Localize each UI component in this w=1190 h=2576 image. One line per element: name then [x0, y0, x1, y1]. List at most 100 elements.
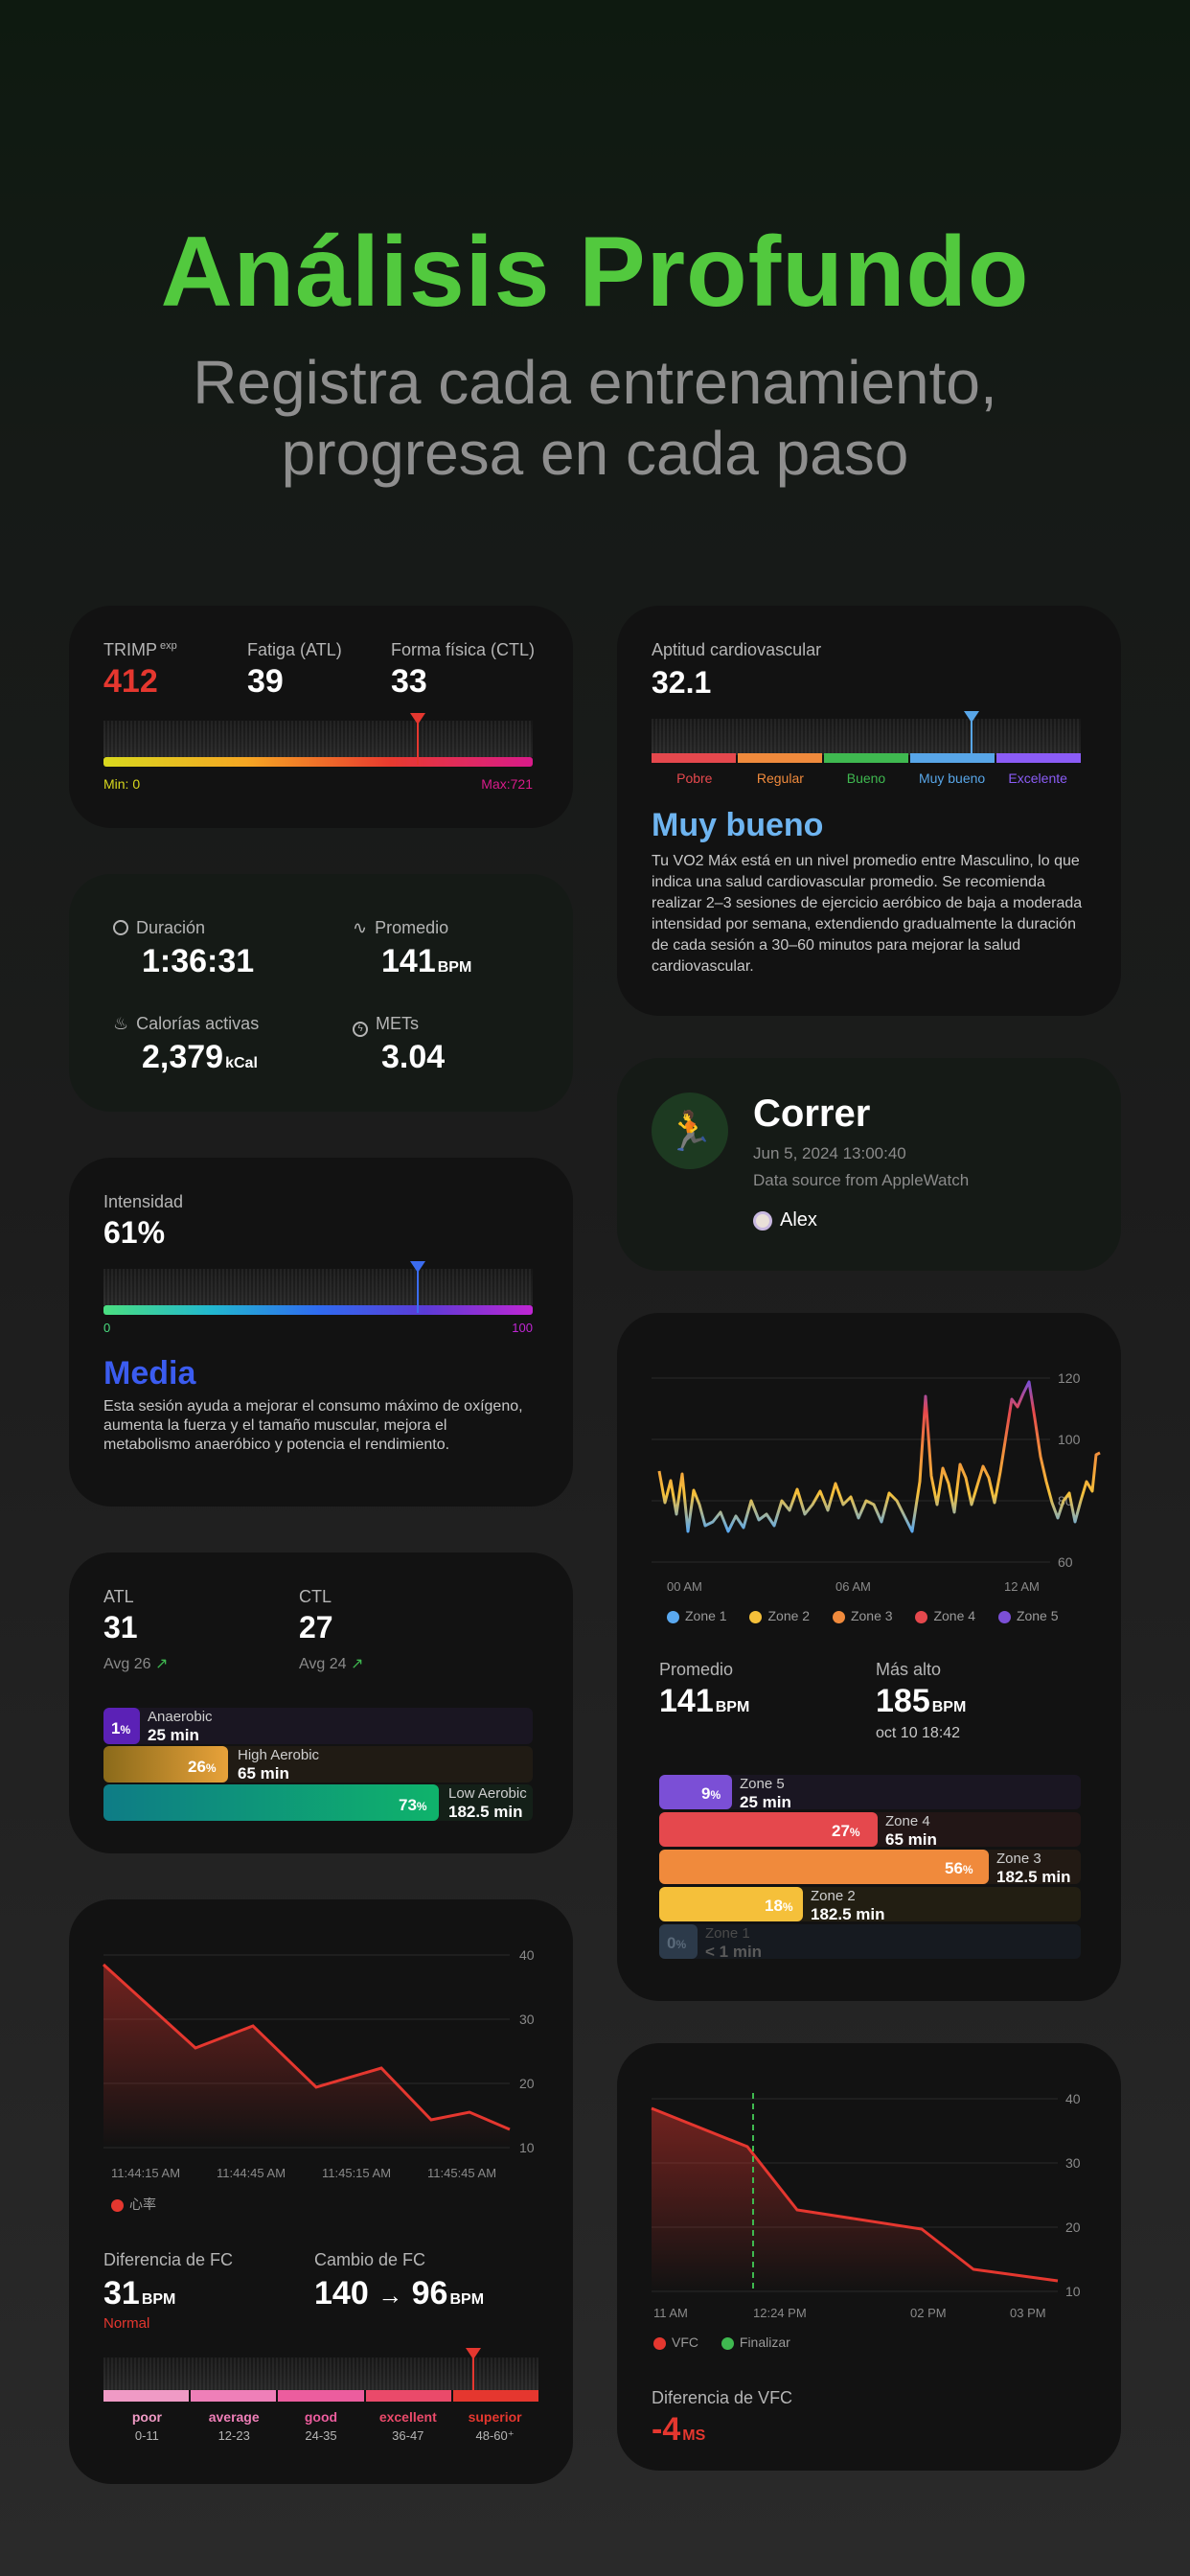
x-tick: 11:44:15 AM [111, 2166, 180, 2180]
mets-value: 3.04 [381, 1039, 446, 1075]
load-bar-pct: 73% [399, 1796, 427, 1814]
fc-diff-status: Normal [103, 2315, 150, 2332]
zone-bar-pct: 56% [945, 1859, 973, 1877]
hrv-card[interactable]: 40 30 20 10 11 AM 12:24 PM 02 PM 03 PM V… [617, 2043, 1121, 2471]
zone-bar-pct: 0% [667, 1934, 687, 1952]
subtitle-line-1: Registra cada entrenamiento, [193, 348, 997, 417]
zone-bar-pct: 9% [701, 1784, 721, 1803]
zone-label: Regular [756, 770, 804, 786]
vo2-gauge-track [652, 719, 1081, 755]
training-load-card[interactable]: ATL 31 Avg 26 ↗ CTL 27 Avg 24 ↗ 1% Anaer… [69, 1552, 573, 1853]
vo2-level: Muy bueno [652, 807, 824, 843]
mets-stat: ϟ METs [353, 1014, 419, 1037]
heartbeat-icon: ∿ [353, 918, 368, 937]
x-tick: 11:45:45 AM [427, 2166, 496, 2180]
load-bars: 1% Anaerobic 25 min 26% High Aerobic 65 mi… [103, 1708, 533, 1823]
load-bar-label: Low Aerobic 182.5 min [448, 1785, 527, 1821]
intensity-description: Esta sesión ayuda a mejorar el consumo m… [103, 1398, 523, 1453]
scale-item: good 24-35 [304, 2409, 338, 2443]
vo2-label: Aptitud cardiovascular [652, 640, 822, 659]
zone-segment [738, 753, 822, 763]
heart-rate-card[interactable]: 120 100 80 60 00 AM 06 AM 12 AM Zone 1 Z… [617, 1313, 1121, 2001]
x-tick: 11 AM [653, 2306, 688, 2320]
intensity-max-label: 100 [512, 1321, 533, 1335]
intensity-card[interactable]: Intensidad 61% 0 100 Media Esta sesión a… [69, 1158, 573, 1506]
y-tick: 120 [1058, 1370, 1081, 1386]
zone-bar-3 [659, 1850, 989, 1884]
intensity-gradient-bar [103, 1305, 533, 1315]
flame-icon: ♨ [113, 1014, 129, 1033]
zone-label: Excelente [1008, 770, 1067, 786]
legend-item: Zone 2 [749, 1608, 810, 1623]
y-tick: 60 [1058, 1554, 1073, 1570]
activity-card[interactable]: 🏃 Correr Jun 5, 2024 13:00:40 Data sourc… [617, 1058, 1121, 1271]
hr-max-label: Más alto [876, 1660, 942, 1679]
load-bar-label: High Aerobic 65 min [238, 1747, 320, 1782]
intensity-marker-stem [417, 1267, 419, 1313]
scale-segment [278, 2390, 364, 2402]
hr-zone-bars: 9% Zone 5 25 min 27% Zone 4 65 min 56% Zon… [659, 1775, 1081, 1963]
legend-item: Zone 3 [832, 1608, 893, 1623]
calories-value: 2,379 kCal [142, 1039, 258, 1075]
zone-bar-label: Zone 1 < 1 min [705, 1925, 763, 1961]
vo2-zone-bar [652, 753, 1081, 763]
load-atl-label: ATL [103, 1587, 134, 1606]
zone-segment [910, 753, 995, 763]
zone-segment [652, 753, 736, 763]
avg-hr-stat: ∿ Promedio [353, 918, 449, 937]
hr-recovery-chart: 40 30 20 10 11:44:15 AM 11:44:45 AM 11:4… [102, 1947, 535, 2180]
fc-change-value: 140 → 96 BPM [314, 2275, 485, 2312]
vo2max-card[interactable]: Aptitud cardiovascular 32.1 Pobre Regula… [617, 606, 1121, 1016]
load-ctl-avg: Avg 24 ↗ [299, 1656, 364, 1672]
load-bar-high-aerobic [103, 1746, 228, 1782]
intensity-min-label: 0 [103, 1321, 111, 1335]
activity-title: Correr [753, 1092, 871, 1135]
y-tick: 30 [1065, 2155, 1081, 2171]
avg-hr-value: 141 BPM [381, 943, 472, 979]
y-tick: 10 [519, 2140, 535, 2155]
calories-stat: ♨ Calorías activas [113, 1014, 260, 1033]
load-ctl-label: CTL [299, 1587, 332, 1606]
y-tick: 30 [519, 2012, 535, 2027]
trimp-card[interactable]: TRIMP exp 412 Fatiga (ATL) 39 Forma físic… [69, 606, 573, 828]
zone-bar-label: Zone 2 182.5 min [811, 1888, 885, 1923]
vo2-description: Tu VO2 Máx está en un nivel promedio ent… [652, 853, 1083, 975]
x-tick: 12:24 PM [753, 2306, 807, 2320]
fc-diff-label: Diferencia de FC [103, 2250, 234, 2269]
activity-source: Data source from AppleWatch [753, 1171, 970, 1189]
hr-recovery-card[interactable]: 40 30 20 10 11:44:15 AM 11:44:45 AM 11:4… [69, 1899, 573, 2484]
zone-bar-2 [659, 1887, 803, 1921]
hrv-diff-label: Diferencia de VFC [652, 2388, 793, 2407]
activity-user[interactable]: Alex [753, 1209, 817, 1231]
page-subtitle: Registra cada entrenamiento, progresa en… [0, 347, 1190, 489]
zone-bar-pct: 27% [832, 1822, 860, 1840]
atl-value: 39 [247, 663, 284, 700]
ctl-value: 33 [391, 663, 427, 700]
fc-diff-value: 31 BPM [103, 2275, 176, 2312]
duration-stat: Duración [113, 918, 205, 938]
load-ctl-value: 27 [299, 1610, 333, 1644]
x-tick: 00 AM [667, 1579, 702, 1594]
scale-item: excellent 36-47 [378, 2409, 437, 2443]
zone-bar-1 [659, 1924, 698, 1959]
load-bar-label: Anaerobic 25 min [148, 1709, 213, 1744]
trimp-gauge-track [103, 721, 533, 757]
legend-item: Zone 4 [915, 1608, 975, 1623]
trimp-gradient-bar [103, 757, 533, 767]
load-bar-anaerobic [103, 1708, 140, 1744]
hr-line [102, 1963, 511, 2131]
workout-stats-card[interactable]: Duración 1:36:31 ∿ Promedio 141 BPM ♨ Calor… [69, 874, 573, 1112]
hr-max-time: oct 10 18:42 [876, 1725, 961, 1741]
subtitle-line-2: progresa en cada paso [281, 419, 909, 488]
fc-scale-labels: poor 0-11 average 12-23 good 24-35 excellen… [103, 2409, 538, 2444]
hr-avg-label: Promedio [659, 1660, 734, 1679]
fc-scale-bar [103, 2390, 539, 2402]
zone-label: Pobre [676, 770, 713, 786]
hrv-area [652, 2108, 1058, 2291]
fc-scale-track [103, 2358, 538, 2390]
load-bar-pct: 1% [111, 1719, 131, 1737]
x-tick: 11:45:15 AM [322, 2166, 391, 2180]
vo2-marker-stem [971, 717, 973, 761]
bolt-icon: ϟ [353, 1022, 368, 1037]
legend-item: Zone 1 [667, 1608, 727, 1623]
